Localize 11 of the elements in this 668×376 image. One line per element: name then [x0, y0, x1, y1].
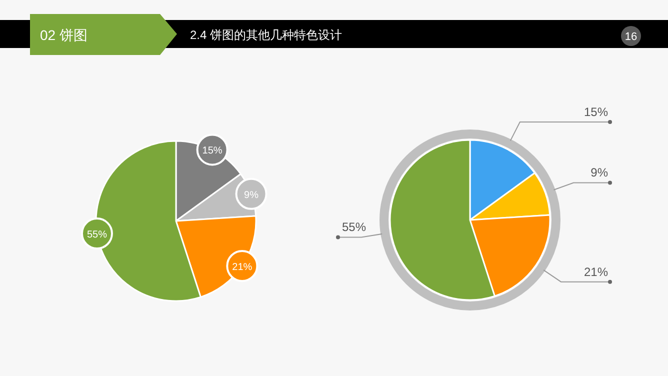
data-label: 21% — [584, 264, 608, 279]
data-label: 55% — [342, 220, 366, 234]
chart-subtitle: 2.4 饼图的其他几种特色设计 — [190, 28, 342, 42]
data-label: 15% — [202, 146, 222, 157]
chart-title: 02 饼图 — [40, 27, 88, 43]
data-label: 9% — [244, 190, 259, 201]
text: 16 — [624, 31, 638, 43]
data-label: 21% — [232, 262, 252, 273]
data-label: 55% — [86, 230, 108, 241]
data-label: 15% — [584, 104, 608, 119]
data-label: 9% — [590, 166, 608, 180]
